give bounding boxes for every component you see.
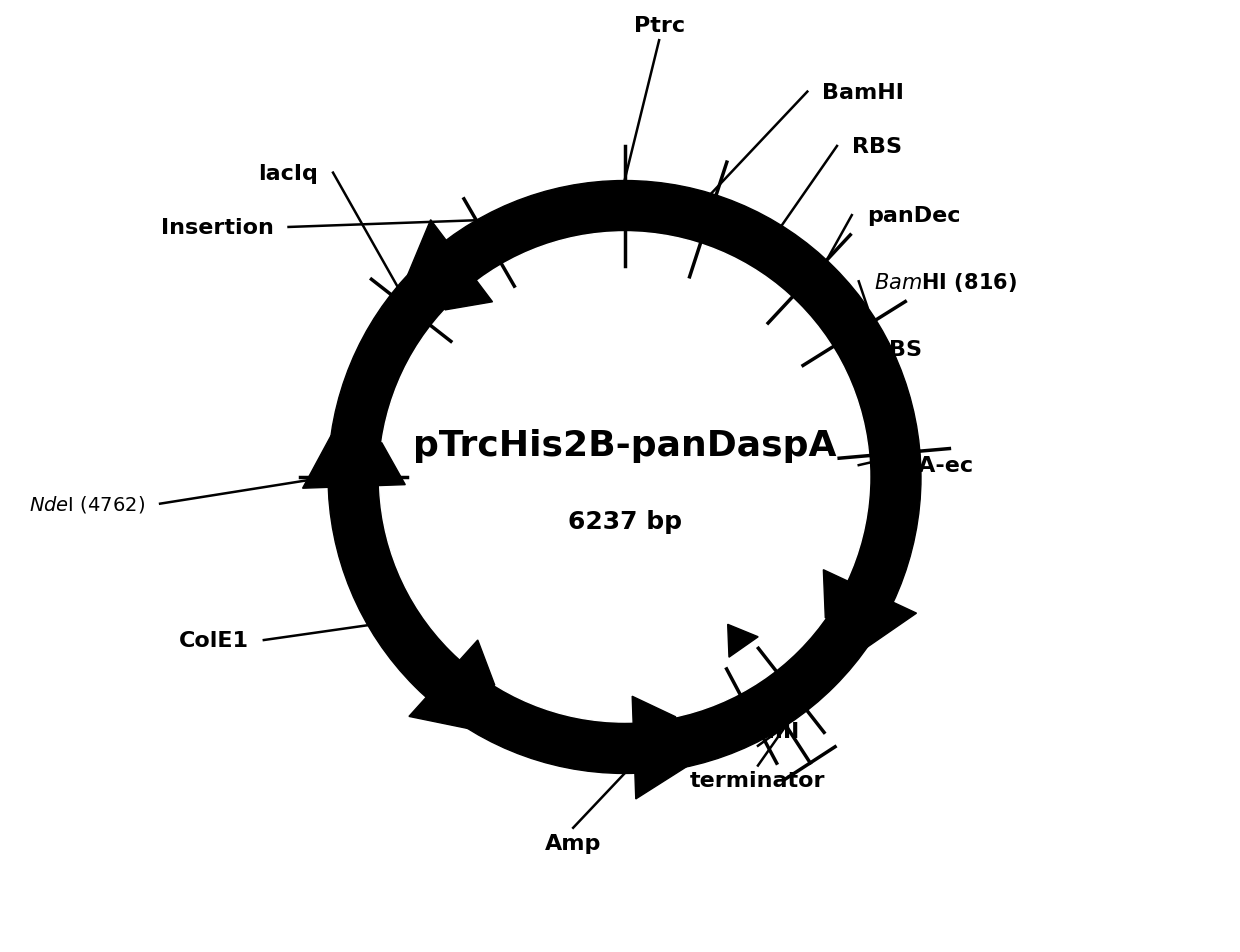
Text: ColE1: ColE1 [179,630,249,650]
Text: $\mathit{Nde}$I (4762): $\mathit{Nde}$I (4762) [29,494,145,515]
Text: $\mathit{Bam}$HI (816): $\mathit{Bam}$HI (816) [873,270,1017,293]
Text: aspA-ec: aspA-ec [873,456,972,476]
Text: terminator: terminator [691,771,826,791]
Text: Ptrc: Ptrc [634,16,684,36]
Polygon shape [303,436,405,488]
Text: BamHI: BamHI [822,83,904,103]
Text: lacIq: lacIq [258,164,319,184]
Polygon shape [409,641,495,728]
Polygon shape [728,625,758,658]
Text: Amp: Amp [544,833,601,853]
Text: 6237 bp: 6237 bp [568,510,682,534]
Text: RBS: RBS [872,339,921,359]
Text: HindIII: HindIII [717,721,799,741]
Circle shape [329,181,921,774]
Text: Insertion: Insertion [161,218,274,238]
Text: panDec: panDec [867,206,960,226]
Polygon shape [823,570,916,647]
Polygon shape [408,221,492,310]
Text: pTrcHis2B-panDaspA: pTrcHis2B-panDaspA [413,429,836,463]
Polygon shape [632,697,686,799]
Text: RBS: RBS [852,137,901,157]
Circle shape [379,232,869,723]
